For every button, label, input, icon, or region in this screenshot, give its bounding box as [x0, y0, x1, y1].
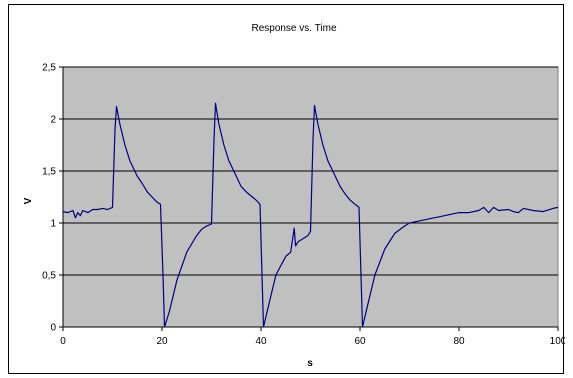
y-tick-label: 2,5	[42, 63, 56, 74]
y-axis-ticks: 0 0,5 1 1,5 2 2,5	[42, 63, 63, 334]
y-axis-label: V	[23, 197, 34, 204]
x-tick-label: 40	[255, 336, 267, 347]
line-chart: Response vs. Time 0 0,5 1 1,5 2 2,5 0 20 40 60 80…	[9, 5, 565, 375]
x-tick-label: 0	[60, 336, 66, 347]
y-tick-label: 1	[50, 219, 56, 230]
x-tick-label: 100	[550, 336, 565, 347]
x-axis-ticks: 0 20 40 60 80 100	[60, 327, 565, 347]
chart-frame: Response vs. Time 0 0,5 1 1,5 2 2,5 0 20 40 60 80…	[8, 4, 564, 374]
x-tick-label: 60	[354, 336, 366, 347]
plot-area	[63, 67, 558, 327]
x-tick-label: 20	[156, 336, 168, 347]
y-tick-label: 1,5	[42, 167, 56, 178]
y-tick-label: 2	[50, 115, 56, 126]
y-tick-label: 0	[50, 323, 56, 334]
y-tick-label: 0,5	[42, 271, 56, 282]
x-tick-label: 80	[453, 336, 465, 347]
chart-title: Response vs. Time	[251, 23, 336, 34]
x-axis-label: s	[307, 358, 313, 369]
